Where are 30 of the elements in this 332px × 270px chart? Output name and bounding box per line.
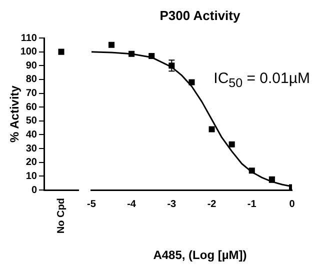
y-tick-label: 20 xyxy=(26,157,38,168)
x-tick-label: No Cpd xyxy=(56,198,67,234)
y-tick-label: 110 xyxy=(20,32,38,44)
y-tick-label: 70 xyxy=(26,88,38,100)
y-tick-label: 80 xyxy=(26,74,38,86)
y-axis-title: % Activity xyxy=(8,85,22,142)
point xyxy=(128,50,135,57)
x-tick-label: -4 xyxy=(127,198,136,210)
y-tick-label: 50 xyxy=(26,116,38,127)
x-axis-title: A485, (Log [µM]) xyxy=(152,248,248,262)
chart-title: P300 Activity xyxy=(158,8,242,23)
point xyxy=(108,42,115,48)
y-tick-label: 100 xyxy=(20,46,38,58)
y-tick-label: 90 xyxy=(26,60,38,72)
x-tick-label: -2 xyxy=(207,198,217,210)
x-tick-label: -3 xyxy=(167,198,177,210)
y-tick-label: 60 xyxy=(26,102,38,113)
x-tick-label: 0 xyxy=(289,198,296,210)
y-tick-label: 30 xyxy=(26,143,38,154)
x-tick-label: -5 xyxy=(86,198,96,210)
point xyxy=(148,52,155,59)
point xyxy=(248,168,255,174)
y-tick-label: 40 xyxy=(26,129,38,140)
y-tick-label: 10 xyxy=(26,170,38,182)
point xyxy=(228,141,235,148)
point xyxy=(208,126,215,132)
y-tick-label: 0 xyxy=(31,184,38,196)
point xyxy=(188,79,195,86)
x-tick-label: -1 xyxy=(247,198,257,210)
annotation: IC$_{50}$ = 0.01µM xyxy=(214,70,310,90)
